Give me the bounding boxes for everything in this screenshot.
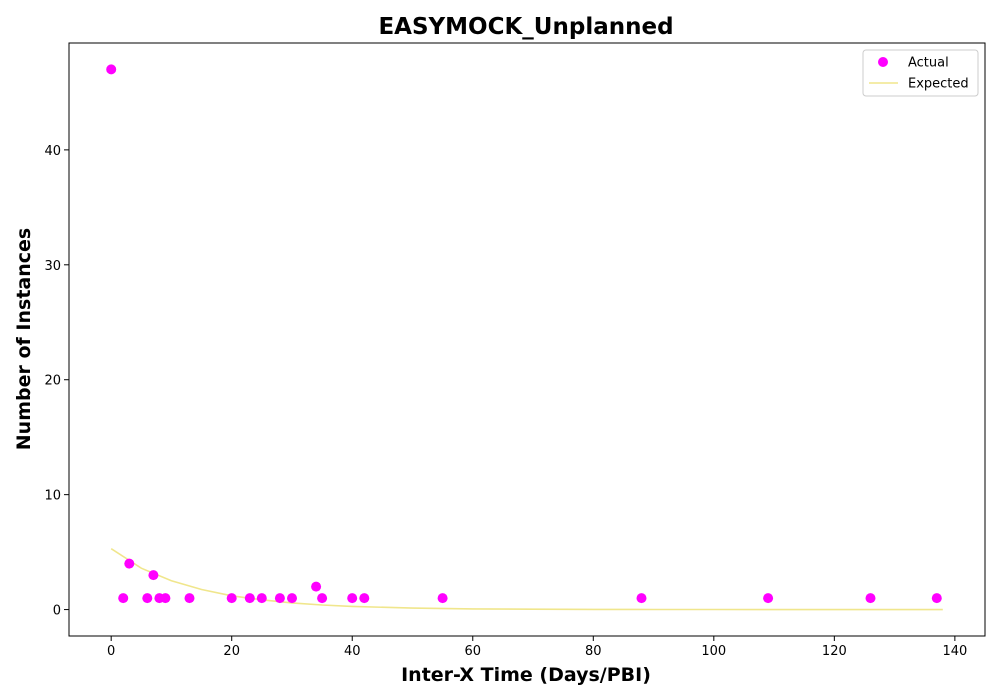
plot-frame (68, 42, 986, 637)
actual-point (142, 593, 153, 604)
y-tick-label: 30 (44, 259, 61, 274)
actual-point (148, 570, 159, 581)
x-tick-label: 20 (223, 644, 240, 659)
x-tick-label: 40 (344, 644, 361, 659)
actual-point (865, 593, 876, 604)
legend-box (862, 49, 979, 97)
actual-point (347, 593, 358, 604)
plot-area (106, 64, 943, 611)
actual-point (244, 593, 255, 604)
x-tick-label: 60 (464, 644, 481, 659)
actual-point (118, 593, 129, 604)
actual-point (317, 593, 328, 604)
actual-point (437, 593, 448, 604)
actual-point (106, 64, 117, 75)
actual-point (160, 593, 171, 604)
actual-point (763, 593, 774, 604)
actual-point (931, 593, 942, 604)
legend-marker-actual (878, 57, 888, 67)
expected-line (110, 548, 943, 611)
actual-point (636, 593, 647, 604)
y-tick-label: 0 (53, 604, 61, 619)
legend-label: Actual (908, 56, 949, 71)
actual-point (274, 593, 285, 604)
x-tick-label: 120 (822, 644, 847, 659)
x-tick-label: 0 (107, 644, 115, 659)
actual-point (256, 593, 267, 604)
chart-title: EASYMOCK_Unplanned (378, 14, 673, 40)
actual-point (287, 593, 297, 604)
x-tick-label: 100 (701, 644, 726, 659)
y-tick-label: 20 (44, 374, 61, 389)
actual-point (311, 581, 322, 592)
actual-point (184, 593, 195, 604)
y-tick-label: 40 (44, 144, 61, 159)
actual-point (124, 558, 135, 569)
x-tick-label: 140 (942, 644, 967, 659)
x-tick-label: 80 (585, 644, 602, 659)
legend: Actual Expected (862, 49, 979, 97)
actual-point (226, 593, 237, 604)
x-axis: 0 20 40 60 80 100 120 140 (107, 636, 967, 659)
y-tick-label: 10 (44, 489, 61, 504)
y-axis: 0 10 20 30 40 (44, 144, 69, 619)
x-axis-label: Inter-X Time (Days/PBI) (401, 664, 651, 686)
legend-label: Expected (908, 77, 969, 92)
actual-point (359, 593, 370, 604)
y-axis-label: Number of Instances (13, 228, 35, 450)
